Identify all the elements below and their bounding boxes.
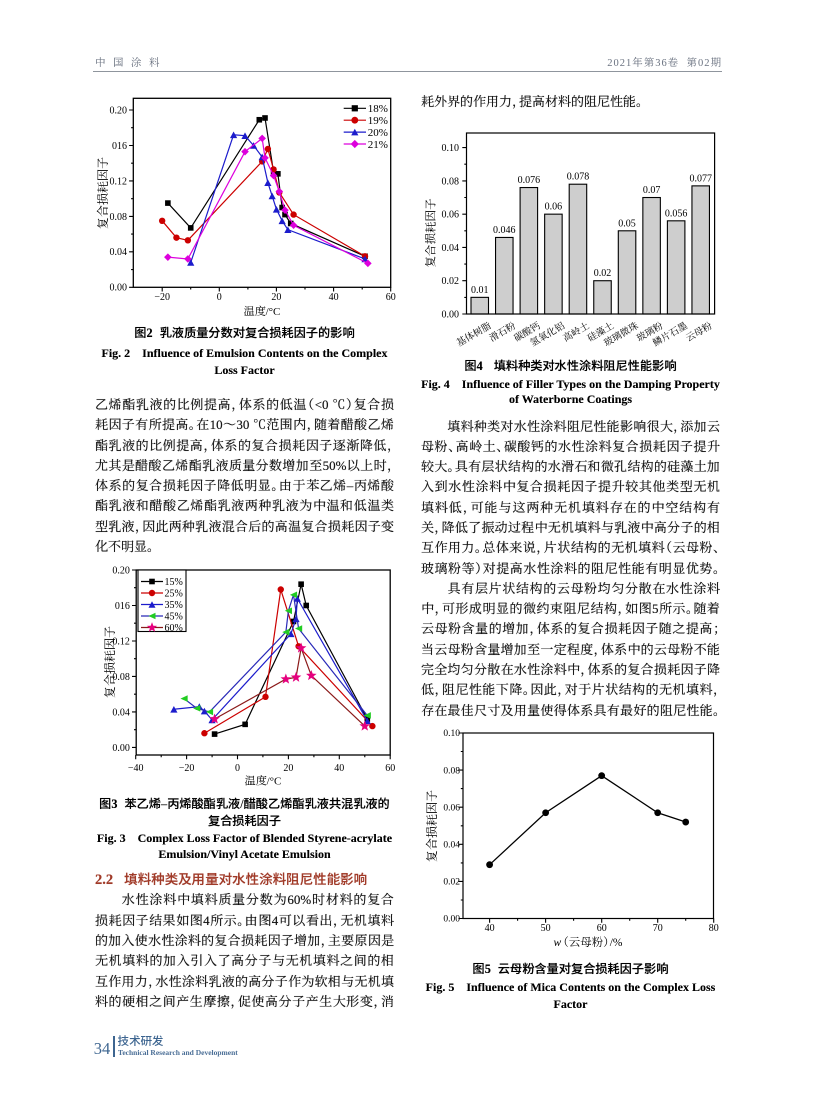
svg-text:0.10: 0.10 <box>442 143 460 154</box>
svg-text:0.20: 0.20 <box>112 565 130 576</box>
svg-text:40: 40 <box>329 292 339 303</box>
svg-text:50: 50 <box>541 923 551 934</box>
svg-text:0.05: 0.05 <box>618 218 636 229</box>
svg-text:复合损耗因子: 复合损耗因子 <box>94 157 111 229</box>
svg-text:0.12: 0.12 <box>112 636 130 647</box>
svg-text:80: 80 <box>709 923 719 934</box>
svg-text:0.04: 0.04 <box>443 841 460 851</box>
svg-text:复合损耗因子: 复合损耗因子 <box>101 626 118 698</box>
svg-text:40: 40 <box>334 763 344 774</box>
svg-text:0.046: 0.046 <box>493 225 516 236</box>
svg-text:0.08: 0.08 <box>442 176 460 187</box>
svg-text:0.00: 0.00 <box>112 743 130 754</box>
svg-text:21%: 21% <box>368 139 388 151</box>
svg-text:0.04: 0.04 <box>110 247 128 258</box>
svg-text:35%: 35% <box>165 600 183 611</box>
svg-text:15%: 15% <box>165 577 183 588</box>
svg-text:60: 60 <box>386 292 396 303</box>
svg-text:0.08: 0.08 <box>443 766 460 776</box>
svg-text:0.077: 0.077 <box>689 173 712 184</box>
svg-text:60: 60 <box>385 763 395 774</box>
svg-text:0.056: 0.056 <box>665 208 688 219</box>
svg-text:0: 0 <box>235 763 240 774</box>
svg-text:0.00: 0.00 <box>443 915 460 925</box>
svg-text:0.06: 0.06 <box>545 202 563 213</box>
svg-text:0.20: 0.20 <box>110 105 128 116</box>
svg-text:18%: 18% <box>368 103 388 115</box>
svg-text:0.08: 0.08 <box>110 212 128 223</box>
svg-text:复合损耗因子: 复合损耗因子 <box>425 790 440 862</box>
svg-text:016: 016 <box>112 141 127 152</box>
svg-text:复合损耗因子: 复合损耗因子 <box>425 199 438 268</box>
svg-text:0.07: 0.07 <box>643 185 661 196</box>
svg-text:−40: −40 <box>128 763 144 774</box>
svg-text:70: 70 <box>653 923 663 934</box>
svg-text:0.01: 0.01 <box>471 285 489 296</box>
svg-text:0.02: 0.02 <box>442 276 460 287</box>
svg-text:0.02: 0.02 <box>594 268 612 279</box>
svg-text:0.04: 0.04 <box>442 243 460 254</box>
svg-text:0.12: 0.12 <box>110 176 128 187</box>
svg-text:0.076: 0.076 <box>518 175 541 186</box>
svg-text:0.08: 0.08 <box>112 672 130 683</box>
svg-text:温度/°C: 温度/°C <box>244 303 281 319</box>
svg-text:0.04: 0.04 <box>112 707 130 718</box>
svg-text:60%: 60% <box>165 623 183 634</box>
svg-text:016: 016 <box>115 601 130 612</box>
svg-text:25%: 25% <box>165 589 183 600</box>
svg-text:−20: −20 <box>154 292 170 303</box>
svg-text:温度/°C: 温度/°C <box>245 773 282 789</box>
svg-text:20: 20 <box>271 292 281 303</box>
svg-text:云母粉: 云母粉 <box>683 318 715 345</box>
svg-text:60: 60 <box>597 923 607 934</box>
svg-text:40: 40 <box>485 923 495 934</box>
svg-text:19%: 19% <box>368 115 388 127</box>
svg-text:0.00: 0.00 <box>442 309 460 320</box>
svg-text:20: 20 <box>283 763 293 774</box>
svg-text:0.02: 0.02 <box>443 878 460 888</box>
svg-text:0.00: 0.00 <box>110 283 128 294</box>
svg-text:20%: 20% <box>368 127 388 139</box>
svg-text:w（云母粉）/%: w（云母粉）/% <box>554 934 623 950</box>
svg-text:0: 0 <box>217 292 222 303</box>
svg-text:0.078: 0.078 <box>567 172 590 183</box>
svg-text:0.10: 0.10 <box>443 729 460 739</box>
svg-text:0.06: 0.06 <box>442 210 460 221</box>
svg-text:−20: −20 <box>179 763 195 774</box>
svg-text:45%: 45% <box>165 612 183 623</box>
svg-text:0.06: 0.06 <box>443 803 460 813</box>
